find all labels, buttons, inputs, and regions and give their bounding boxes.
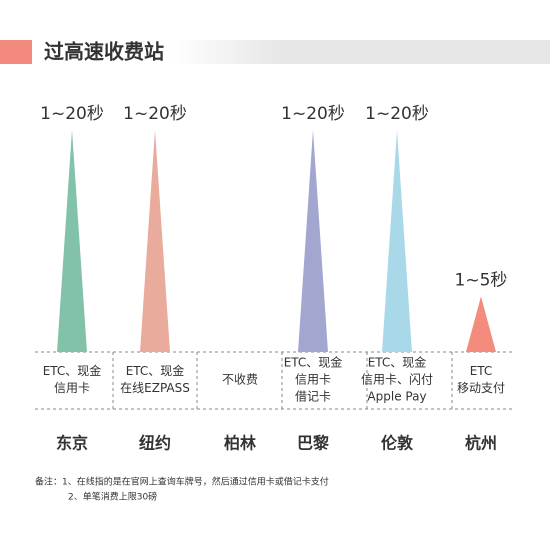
payment-method: 信用卡: [295, 373, 331, 387]
category-label: 杭州: [465, 434, 497, 453]
payment-method: 信用卡: [54, 381, 90, 395]
value-label: 1~20秒: [281, 104, 345, 124]
category-label: 纽约: [139, 434, 171, 453]
value-label: 1~20秒: [40, 104, 104, 124]
title-band: [170, 40, 550, 64]
category-label: 柏林: [224, 434, 256, 453]
payment-method: 不收费: [222, 373, 258, 387]
spike: [57, 130, 87, 352]
category-label: 东京: [56, 434, 88, 453]
payment-method: ETC、现金: [43, 363, 102, 378]
payment-method: 借记卡: [295, 390, 331, 404]
spike: [140, 130, 170, 352]
spike: [298, 130, 328, 352]
category-label: 伦敦: [381, 434, 414, 453]
payment-method: ETC: [470, 364, 493, 378]
value-label: 1~20秒: [365, 104, 429, 124]
spike: [382, 130, 412, 352]
payment-method: 移动支付: [457, 381, 505, 395]
spike: [466, 296, 496, 352]
payment-method: Apple Pay: [367, 390, 426, 404]
payment-method: ETC、现金: [284, 355, 343, 370]
title-marker: [0, 40, 32, 64]
payment-method: ETC、现金: [368, 355, 427, 370]
note: 备注：1、在线指的是在官网上查询车牌号，然后通过信用卡或借记卡支付: [35, 476, 329, 488]
payment-method: ETC、现金: [126, 363, 185, 378]
payment-method: 在线EZPASS: [120, 381, 190, 395]
value-label: 1~5秒: [455, 271, 508, 291]
chart-title: 过高速收费站: [44, 40, 164, 64]
payment-method: 信用卡、闪付: [361, 373, 433, 387]
value-label: 1~20秒: [123, 104, 187, 124]
note: 2、单笔消费上限30磅: [68, 491, 157, 503]
category-label: 巴黎: [297, 434, 329, 453]
